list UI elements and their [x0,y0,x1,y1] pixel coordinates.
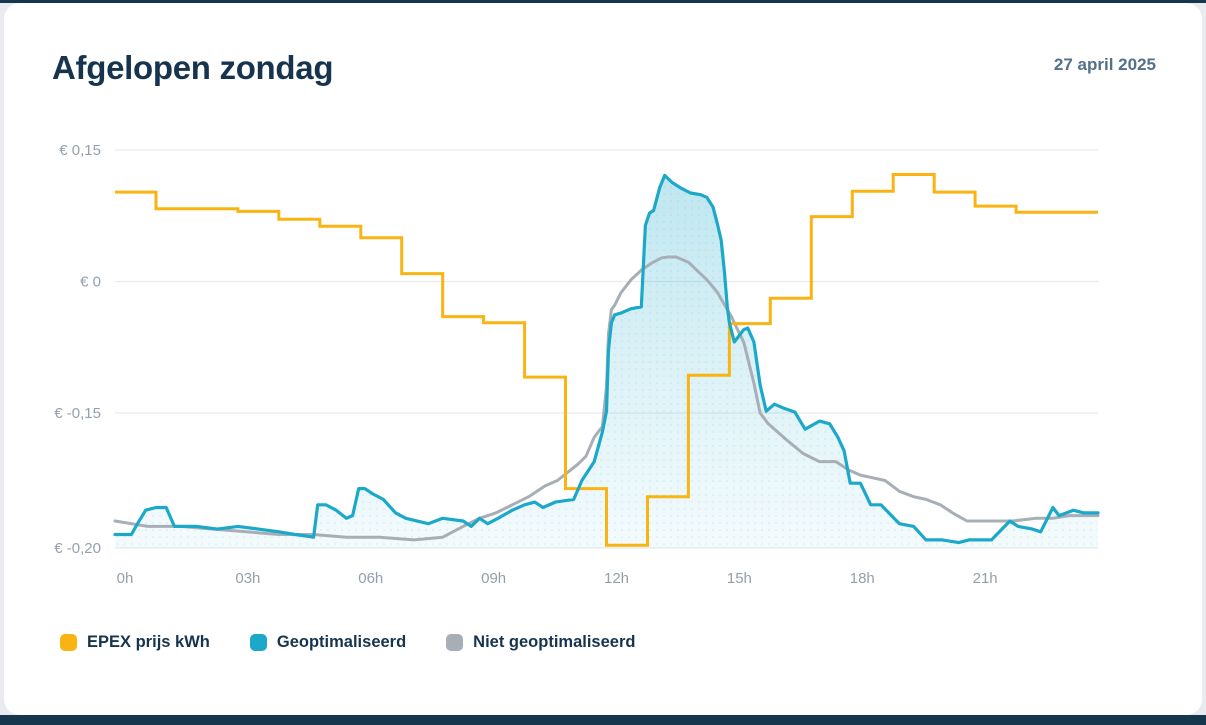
legend-label: Geoptimaliseerd [276,633,407,651]
chart-card: Afgelopen zondag 27 april 2025 € 0,15 € 0… [4,3,1202,715]
y-axis-label: € 0 [80,274,101,291]
price-chart[interactable]: € 0,15 € 0 € -0,15 € -0,20 0h 03h 06h 09h 12h 15h… [4,3,1202,615]
optimized-area-texture [115,175,1098,548]
y-axis-label: € -0,20 [54,540,101,557]
legend-chip-icon [60,634,77,651]
legend-chip-icon [249,634,267,651]
legend-item-2[interactable]: Niet geoptimaliseerd [446,633,635,652]
legend-item-1[interactable]: Geoptimaliseerd [249,633,407,652]
page-bottom-edge [0,715,1206,725]
epex-step-line [115,173,1098,547]
legend-chip-icon [446,634,464,651]
x-axis-label: 09h [481,570,506,587]
non-optimized-line [113,255,1100,542]
legend-label: EPEX prijs kWh [87,633,210,651]
optimized-line [113,173,1100,545]
x-axis-label: 0h [117,570,134,587]
chart-legend: EPEX prijs kWh Geoptimaliseerd Niet geopti… [60,633,635,652]
date-label: 27 april 2025 [1053,55,1156,74]
x-axis-label: 18h [850,570,875,587]
x-axis-label: 03h [235,570,260,587]
legend-label: Niet geoptimaliseerd [473,633,636,651]
page-title: Afgelopen zondag [52,49,334,86]
x-axis-label: 06h [358,570,383,587]
x-axis-label: 21h [973,570,998,587]
y-axis-label: € 0,15 [59,142,101,159]
x-axis-label: 12h [604,570,629,587]
x-axis-label: 15h [727,570,752,587]
page-top-edge [0,0,1206,3]
y-axis-label: € -0,15 [54,405,101,422]
legend-item-0[interactable]: EPEX prijs kWh [60,633,210,652]
